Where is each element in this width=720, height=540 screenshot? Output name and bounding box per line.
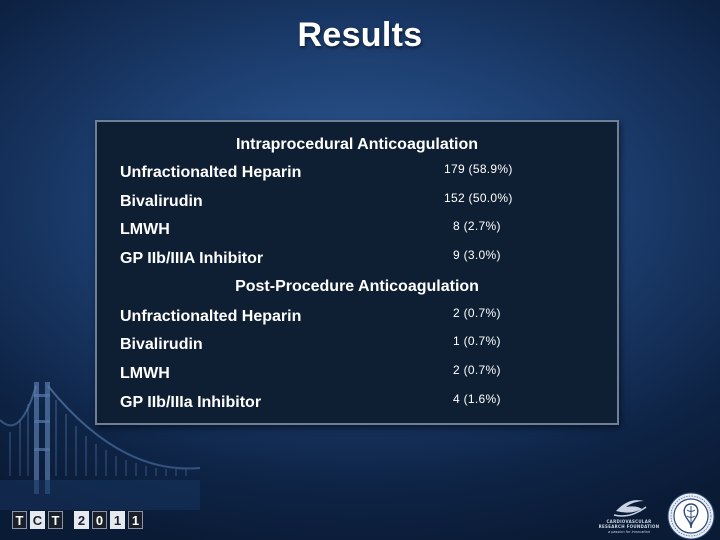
crf-logo: CARDIOVASCULAR RESEARCH FOUNDATION a pas… <box>596 495 662 537</box>
intra-row-value-bivalirudin: 152 (50.0%) <box>444 191 513 205</box>
intra-row-label-bivalirudin: Bivalirudin <box>120 193 203 210</box>
intraprocedural-heading: Intraprocedural Anticoagulation <box>235 136 479 153</box>
tct-logo-letter: 1 <box>110 511 125 529</box>
crf-logo-line2: RESEARCH FOUNDATION <box>598 524 660 529</box>
post-row-value-bivalirudin: 1 (0.7%) <box>453 334 501 348</box>
crf-swoosh-icon <box>613 500 647 517</box>
tct-logo-letter: 0 <box>92 511 107 529</box>
intra-row-value-heparin: 179 (58.9%) <box>444 162 513 176</box>
post-row-value-heparin: 2 (0.7%) <box>453 306 501 320</box>
intra-row-label-lmwh: LMWH <box>120 221 170 238</box>
post-row-label-gp: GP IIb/IIIa Inhibitor <box>120 394 262 411</box>
post-row-label-bivalirudin: Bivalirudin <box>120 336 203 353</box>
medical-society-seal-icon <box>667 492 715 540</box>
tct-logo-letter: T <box>48 511 63 529</box>
intra-row-label-gp: GP IIb/IIIA Inhibitor <box>120 250 264 267</box>
intra-row-label-heparin: Unfractionalted Heparin <box>120 164 302 181</box>
tct-logo-letter: T <box>12 511 27 529</box>
intra-row-value-lmwh: 8 (2.7%) <box>453 219 501 233</box>
tct-logo-letter: 2 <box>74 511 89 529</box>
golden-gate-bridge-icon <box>0 382 200 510</box>
post-row-value-gp: 4 (1.6%) <box>453 392 501 406</box>
post-row-value-lmwh: 2 (0.7%) <box>453 363 501 377</box>
post-row-label-lmwh: LMWH <box>120 365 170 382</box>
results-table-panel: Intraprocedural Anticoagulation Unfracti… <box>95 120 619 425</box>
crf-logo-line3: a passion for innovation <box>607 530 651 534</box>
post-row-label-heparin: Unfractionalted Heparin <box>120 308 302 325</box>
slide-title: Results <box>297 16 423 54</box>
post-procedure-heading: Post-Procedure Anticoagulation <box>235 278 479 295</box>
tct-logo-letter: 1 <box>128 511 143 529</box>
crf-logo-line1: CARDIOVASCULAR <box>606 519 652 524</box>
intra-row-value-gp: 9 (3.0%) <box>453 248 501 262</box>
tct-logo-letter: C <box>30 511 45 529</box>
